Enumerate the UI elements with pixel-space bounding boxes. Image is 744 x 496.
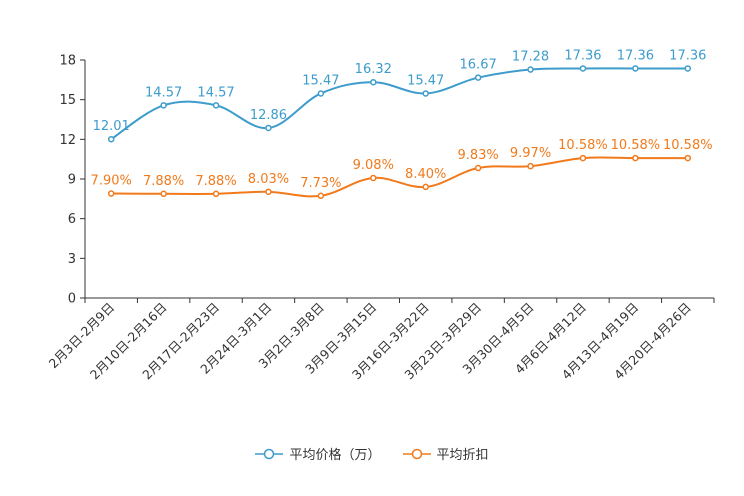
series-0-point <box>265 124 272 132</box>
legend-price-label: 平均价格（万） <box>289 448 381 463</box>
series-0-point <box>160 102 167 109</box>
series-1-point <box>684 154 692 162</box>
series-0-point <box>317 90 325 97</box>
y-tick-label: 6 <box>68 212 76 227</box>
series-1-data-label: 7.90% <box>91 174 132 189</box>
series-0-data-label: 17.36 <box>564 48 601 63</box>
y-tick-label: 3 <box>68 252 76 267</box>
series-1-point <box>579 154 587 162</box>
series-0-point <box>632 65 639 72</box>
y-tick-label: 9 <box>68 173 76 188</box>
series-0-data-label: 16.67 <box>460 58 497 73</box>
series-0-data-label: 12.86 <box>250 108 287 123</box>
series-1-data-label: 10.58% <box>611 138 661 153</box>
series-1-data-label: 7.88% <box>143 174 184 189</box>
series-0-point <box>684 65 692 72</box>
legend-price-marker-icon <box>255 448 284 459</box>
series-0-data-label: 17.36 <box>669 48 706 63</box>
series-0-point <box>107 135 115 143</box>
y-tick-label: 18 <box>59 54 76 69</box>
series-0-point <box>579 65 587 72</box>
y-tick-label: 0 <box>68 292 76 307</box>
legend: 平均价格（万） 平均折扣 <box>0 444 744 463</box>
legend-discount-marker-icon <box>402 448 431 459</box>
series-0-data-label: 17.28 <box>512 50 549 65</box>
series-0-data-label: 14.57 <box>197 85 234 100</box>
series-0-point <box>422 90 429 97</box>
series-1-point <box>370 174 377 182</box>
legend-item-price[interactable]: 平均价格（万） <box>255 444 381 463</box>
series-1-data-label: 9.08% <box>353 158 394 173</box>
series-1-data-label: 7.73% <box>300 176 341 191</box>
series-1-data-label: 10.58% <box>558 138 608 153</box>
legend-discount-label: 平均折扣 <box>436 448 489 463</box>
series-1-point <box>474 164 482 172</box>
series-0-point <box>474 74 482 81</box>
series-0-data-label: 17.36 <box>617 48 654 63</box>
series-1-point <box>527 162 534 170</box>
y-tick-label: 15 <box>59 93 76 108</box>
series-0-data-label: 15.47 <box>302 73 339 88</box>
series-1-data-label: 9.83% <box>457 148 498 163</box>
series-0-data-label: 14.57 <box>145 85 182 100</box>
series-0-data-label: 15.47 <box>407 73 444 88</box>
series-0-point <box>212 102 220 109</box>
series-1-point <box>632 154 639 162</box>
series-0-data-label: 12.01 <box>93 119 130 134</box>
series-1-point <box>160 190 167 198</box>
series-0-point <box>527 66 534 73</box>
y-tick-label: 12 <box>59 133 76 148</box>
series-0-point <box>370 78 377 86</box>
series-0-data-label: 16.32 <box>355 62 392 77</box>
series-1-point <box>422 183 429 191</box>
series-1-data-label: 9.97% <box>510 146 551 161</box>
series-1-data-label: 10.58% <box>663 138 713 153</box>
series-1-point <box>212 190 220 198</box>
legend-item-discount[interactable]: 平均折扣 <box>402 444 489 463</box>
series-1-data-label: 8.03% <box>248 172 289 187</box>
series-1-data-label: 7.88% <box>195 174 236 189</box>
series-line-1 <box>111 156 688 198</box>
series-1-point <box>107 190 115 197</box>
series-1-point <box>265 188 272 196</box>
series-line-0 <box>110 67 688 141</box>
series-1-point <box>317 192 325 200</box>
series-1-data-label: 8.40% <box>405 167 446 182</box>
